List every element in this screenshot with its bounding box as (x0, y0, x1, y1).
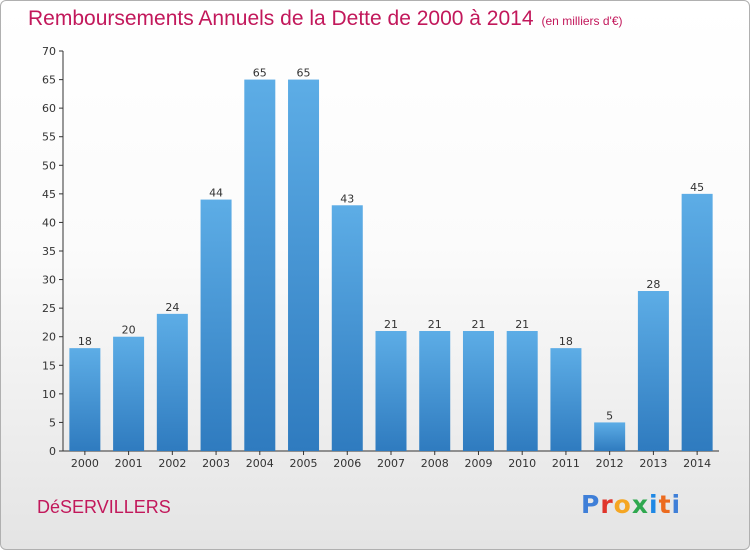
y-tick-label: 50 (42, 159, 56, 172)
x-tick-label: 2001 (115, 457, 143, 470)
bar (113, 336, 145, 451)
bar (200, 199, 232, 451)
logo-letter: t (658, 490, 672, 519)
logo-letter: x (631, 490, 649, 519)
bar-value-label: 65 (297, 67, 311, 80)
y-tick-label: 25 (42, 302, 56, 315)
y-tick-label: 65 (42, 74, 56, 87)
y-tick-label: 45 (42, 188, 56, 201)
y-tick-label: 15 (42, 359, 56, 372)
logo-letter: i (671, 490, 682, 519)
logo-letter: i (649, 490, 659, 519)
x-tick-label: 2011 (552, 457, 580, 470)
y-tick-label: 40 (42, 216, 56, 229)
bar (69, 348, 101, 451)
chart-labels: 2000 18 2001 20 2002 24 2003 44 2004 65 2005 65 2006… (71, 67, 711, 470)
bar-value-label: 28 (646, 278, 660, 291)
chart-bars (69, 79, 713, 452)
y-tick-label: 10 (42, 388, 56, 401)
y-tick-label: 5 (49, 416, 56, 429)
bar (244, 79, 276, 452)
proxiti-logo: Proxiti (581, 490, 681, 519)
x-tick-label: 2004 (246, 457, 274, 470)
bar (462, 331, 494, 451)
bar (637, 291, 669, 451)
x-tick-label: 2006 (333, 457, 361, 470)
logo-letter: o (613, 490, 632, 519)
bar (331, 205, 363, 451)
chart-title: Remboursements Annuels de la Dette de 20… (28, 7, 623, 31)
x-tick-label: 2010 (508, 457, 536, 470)
bar-value-label: 21 (428, 318, 442, 331)
bar (550, 348, 582, 451)
bar (506, 331, 538, 451)
bar-value-label: 20 (122, 324, 136, 337)
bar-value-label: 65 (253, 67, 267, 80)
x-tick-label: 2005 (290, 457, 318, 470)
bar-value-label: 21 (515, 318, 529, 331)
bar (288, 79, 320, 452)
x-tick-label: 2013 (639, 457, 667, 470)
x-tick-label: 2012 (596, 457, 624, 470)
bar-value-label: 18 (78, 335, 92, 348)
bar (419, 331, 451, 451)
x-tick-label: 2002 (158, 457, 186, 470)
y-tick-label: 70 (42, 45, 56, 58)
bar (156, 313, 188, 451)
x-tick-label: 2000 (71, 457, 99, 470)
bar-value-label: 21 (471, 318, 485, 331)
y-tick-label: 55 (42, 131, 56, 144)
x-tick-label: 2009 (464, 457, 492, 470)
y-tick-label: 35 (42, 245, 56, 258)
chart-title-text: Remboursements Annuels de la Dette de 20… (28, 7, 534, 30)
y-tick-label: 20 (42, 331, 56, 344)
x-tick-label: 2014 (683, 457, 711, 470)
logo-letter: r (600, 490, 614, 519)
y-tick-label: 0 (49, 445, 56, 458)
y-tick-label: 30 (42, 274, 56, 287)
logo-letter: P (581, 490, 601, 519)
bar-value-label: 44 (209, 187, 223, 200)
x-tick-label: 2007 (377, 457, 405, 470)
x-tick-label: 2003 (202, 457, 230, 470)
x-tick-label: 2008 (421, 457, 449, 470)
bar-value-label: 5 (606, 409, 613, 422)
y-tick-label: 60 (42, 102, 56, 115)
chart-unit-note: (en milliers d'€) (541, 14, 623, 28)
bar (681, 193, 713, 451)
bar-value-label: 45 (690, 181, 704, 194)
bar-value-label: 43 (340, 192, 354, 205)
bar-value-label: 24 (165, 301, 179, 314)
bar (375, 331, 407, 451)
bar-value-label: 21 (384, 318, 398, 331)
bar (594, 422, 626, 451)
commune-name: DéSERVILLERS (37, 497, 171, 517)
bar-value-label: 18 (559, 335, 573, 348)
